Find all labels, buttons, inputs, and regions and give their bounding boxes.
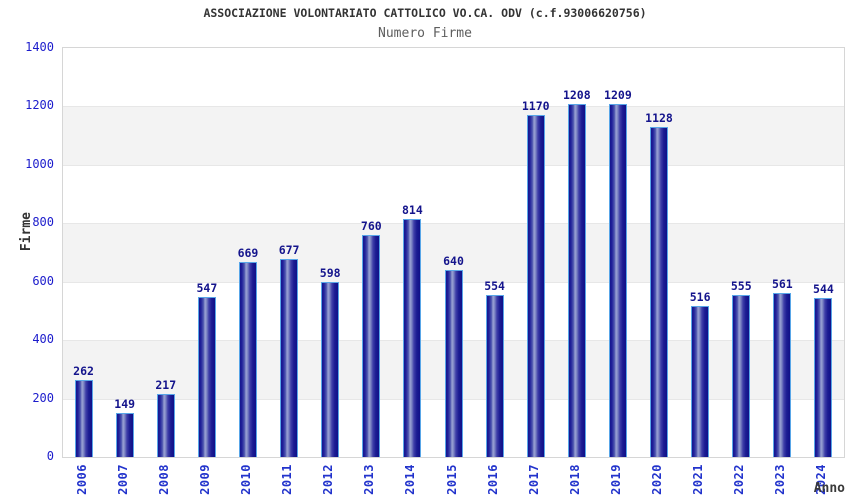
plot-band — [63, 106, 844, 165]
x-tick-label: 2021 — [691, 464, 706, 495]
bar-value-label: 544 — [813, 282, 834, 296]
bar-2020 — [650, 127, 669, 457]
bar-2024 — [814, 298, 833, 457]
y-tick-label: 1000 — [25, 156, 54, 171]
bar-2022 — [732, 295, 751, 457]
x-tick-label: 2022 — [732, 464, 747, 495]
bar-2006 — [74, 380, 93, 457]
x-tick-label: 2006 — [74, 464, 89, 495]
x-tick-label: 2010 — [238, 464, 253, 495]
x-tick-label: 2007 — [115, 464, 130, 495]
bar-2008 — [156, 394, 175, 457]
x-tick-label: 2009 — [197, 464, 212, 495]
plot-band — [63, 48, 844, 107]
bar-value-label: 516 — [689, 290, 711, 304]
bar-value-label: 262 — [73, 364, 94, 378]
y-tick-label: 200 — [32, 390, 54, 405]
bar-2013 — [362, 235, 381, 457]
bar-2021 — [691, 306, 710, 457]
bar-2023 — [773, 293, 792, 457]
bar-2011 — [280, 259, 299, 457]
bar-2015 — [444, 270, 463, 457]
x-tick-label: 2012 — [321, 464, 336, 495]
bar-value-label: 598 — [319, 266, 341, 280]
bar-2017 — [526, 115, 545, 457]
bar-2010 — [238, 262, 257, 457]
plot-area: 262 149 217 547 669 677 598 760 814 640 554 1170 120… — [62, 47, 845, 458]
x-tick-label: 2008 — [156, 464, 171, 495]
y-tick-label: 1200 — [25, 98, 54, 113]
gridline — [63, 223, 844, 225]
x-tick-label: 2018 — [567, 464, 582, 495]
x-tick-label: 2013 — [362, 464, 377, 495]
bar-2018 — [567, 104, 586, 457]
x-tick-label: 2017 — [526, 464, 541, 495]
x-tick-label: 2015 — [444, 464, 459, 495]
bar-value-label: 555 — [730, 279, 752, 293]
bar-2007 — [115, 413, 134, 457]
bar-2016 — [485, 295, 504, 457]
x-tick-label: 2020 — [650, 464, 665, 495]
bar-value-label: 561 — [771, 277, 793, 291]
bar-value-label: 814 — [402, 203, 423, 217]
x-tick-label: 2016 — [485, 464, 500, 495]
chart-title: ASSOCIAZIONE VOLONTARIATO CATTOLICO VO.C… — [203, 6, 647, 20]
bar-value-label: 149 — [114, 397, 136, 411]
bar-2014 — [403, 219, 422, 457]
bar-value-label: 1208 — [562, 88, 591, 102]
bar-value-label: 640 — [443, 254, 464, 268]
bar-value-label: 1128 — [645, 111, 673, 125]
bar-value-label: 1170 — [521, 99, 550, 113]
plot-band — [63, 164, 844, 224]
y-axis-title: Firme — [19, 212, 34, 252]
bar-value-label: 547 — [196, 281, 218, 295]
x-tick-label: 2019 — [608, 464, 623, 495]
y-tick-label: 400 — [32, 332, 54, 347]
y-tick-label: 1400 — [25, 40, 54, 54]
chart-subtitle: Numero Firme — [378, 26, 472, 41]
bar-2019 — [608, 104, 627, 457]
gridline — [63, 164, 844, 166]
y-tick-label: 800 — [32, 215, 54, 230]
x-tick-label: 2014 — [403, 464, 418, 495]
bar-value-label: 760 — [360, 219, 382, 233]
y-tick-label: 600 — [32, 273, 54, 288]
x-tick-label: 2011 — [280, 464, 295, 495]
bar-2009 — [197, 297, 216, 457]
x-tick-label: 2023 — [773, 464, 788, 495]
bar-2012 — [321, 282, 340, 457]
x-axis-title: Anno — [813, 481, 845, 496]
bar-value-label: 554 — [484, 279, 505, 293]
gridline — [63, 106, 844, 108]
bar-value-label: 217 — [155, 378, 177, 392]
y-tick-label: 0 — [46, 449, 54, 463]
bar-value-label: 669 — [237, 246, 259, 260]
bar-value-label: 677 — [278, 243, 300, 257]
bar-value-label: 1209 — [604, 88, 632, 102]
